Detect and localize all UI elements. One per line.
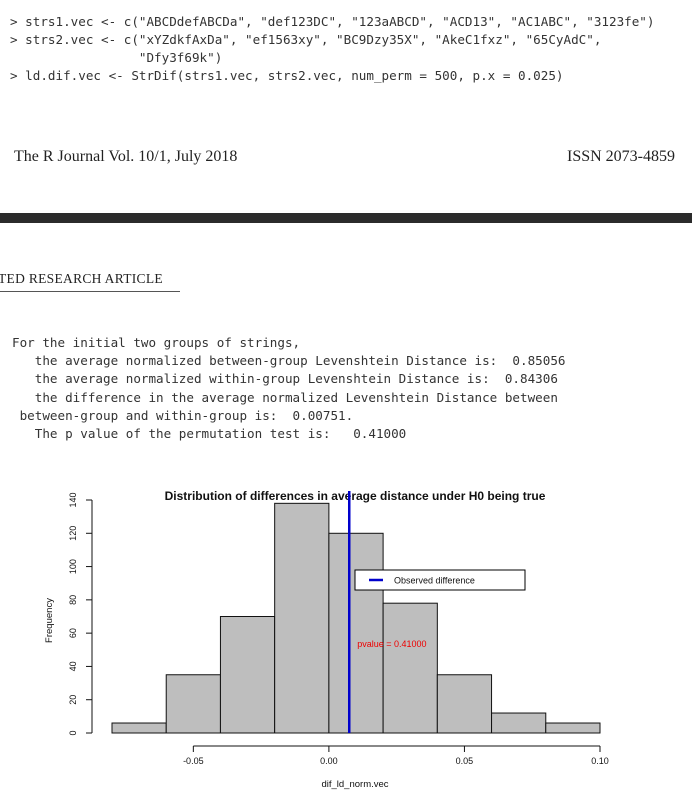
pvalue-annotation: pvalue = 0.41000 [357,639,426,649]
histogram-bar [382,602,438,734]
y-tick-label: 20 [68,695,78,705]
y-tick-label: 80 [68,595,78,605]
histogram-bar [328,532,384,734]
journal-issue: The R Journal Vol. 10/1, July 2018 [14,148,238,165]
x-axis-label: dif_ld_norm.vec [321,779,388,790]
section-underline [0,291,180,292]
histogram-bar [436,674,493,734]
output-line-4: the difference in the average normalized… [12,389,558,405]
y-tick-label: 100 [68,559,78,574]
histogram-bar [491,712,547,734]
chart-legend: Observed difference [354,569,526,591]
output-line-6: The p value of the permutation test is: … [12,426,407,442]
y-axis-label: Frequency [44,598,55,643]
output-line-5: between-group and within-group is: 0.007… [12,407,354,423]
histogram-bar [165,674,221,734]
y-tick-label: 60 [68,628,78,638]
y-tick-label: 140 [68,492,78,507]
code-line-3: "Dfy3f69k") [10,50,223,65]
histogram-bar [219,616,276,734]
chart-title: Distribution of differences in average d… [165,489,546,503]
x-tick-label: 0.05 [456,756,474,766]
histogram-bar [274,502,330,734]
histogram-bar [111,722,167,734]
journal-issn: ISSN 2073-4859 [566,148,675,165]
output-line-1: For the initial two groups of strings, [12,335,301,350]
y-tick-label: 120 [68,526,78,541]
x-tick-label: 0.00 [320,756,338,766]
x-tick-label: 0.10 [591,756,609,766]
output-line-3: the average normalized within-group Leve… [12,371,558,387]
code-line-2: > strs2.vec <- c("xYZdkfAxDa", "ef1563xy… [10,32,602,47]
output-line-2: the average normalized between-group Lev… [12,353,566,369]
console-output: For the initial two groups of strings, t… [12,334,566,443]
histogram-bar [545,722,601,734]
journal-footer: The R Journal Vol. 10/1, July 2018 ISSN … [0,148,692,172]
histogram-chart: Distribution of differences in average d… [44,489,609,790]
section-heading: TED RESEARCH ARTICLE [0,271,163,286]
y-tick-label: 0 [68,730,78,735]
x-tick-label: -0.05 [183,756,204,766]
y-tick-label: 40 [68,661,78,671]
legend-box [354,569,526,591]
code-line-1: > strs1.vec <- c("ABCDdefABCDa", "def123… [10,14,655,29]
page-separator [0,213,692,223]
legend-label: Observed difference [394,576,475,586]
code-line-4: > ld.dif.vec <- StrDif(strs1.vec, strs2.… [10,68,564,83]
